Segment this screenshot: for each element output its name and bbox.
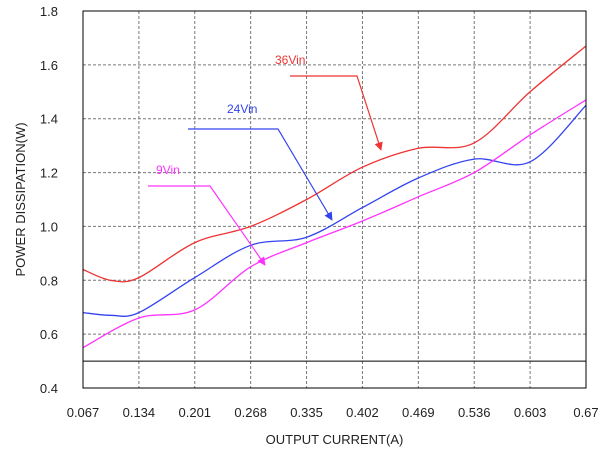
x-tick-label: 0.469 [402, 405, 435, 420]
annotation-leader-9vin [148, 185, 266, 266]
y-axis-title: POWER DISSIPATION(W) [13, 122, 28, 276]
x-tick-label: 0.268 [234, 405, 267, 420]
annotation-leader-36vin [290, 75, 383, 151]
x-tick-label: 0.335 [290, 405, 323, 420]
x-tick-label: 0.067 [67, 405, 100, 420]
x-tick-label: 0.134 [123, 405, 156, 420]
series-line-36vin [82, 45, 587, 283]
series-line-9vin [82, 99, 587, 349]
grid-layer [83, 11, 586, 388]
x-axis-title: OUTPUT CURRENT(A) [266, 432, 404, 447]
series-label-9vin: 9Vin [156, 163, 180, 177]
y-tick-label: 1.8 [40, 4, 58, 19]
x-tick-label: 0.67 [573, 405, 598, 420]
x-tick-label: 0.402 [346, 405, 379, 420]
y-tick-label: 1.0 [40, 219, 58, 234]
annotation-layer: 36Vin 24Vin 9Vin [148, 53, 383, 266]
x-tick-label: 0.201 [179, 405, 212, 420]
tick-layer: 0.067 0.134 0.201 0.268 0.335 0.402 0.469 0.536… [40, 4, 599, 420]
y-tick-label: 1.6 [40, 58, 58, 73]
x-tick-label: 0.536 [458, 405, 491, 420]
annotation-leader-24vin [188, 128, 333, 221]
series-label-24vin: 24Vin [227, 102, 257, 116]
y-tick-label: 0.6 [40, 327, 58, 342]
series-line-24vin [82, 104, 587, 317]
series-label-36vin: 36Vin [275, 53, 305, 67]
y-tick-label: 0.4 [40, 381, 58, 396]
y-tick-label: 0.8 [40, 273, 58, 288]
y-tick-label: 1.2 [40, 166, 58, 181]
plot-frame [82, 10, 587, 389]
x-tick-label: 0.603 [514, 405, 547, 420]
y-tick-label: 1.4 [40, 112, 58, 127]
series-layer [82, 45, 587, 349]
